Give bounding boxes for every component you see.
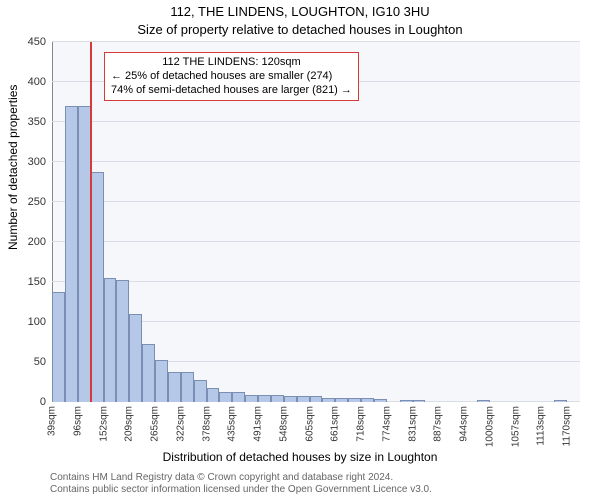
histogram-bar [219,392,232,402]
y-axis-label: Number of detached properties [6,85,20,250]
x-tick-label: 774sqm [381,406,392,442]
x-tick-label: 152sqm [98,406,109,442]
gridline [52,121,580,122]
histogram-bar [258,395,271,402]
histogram-bar [194,380,207,402]
histogram-bar [271,395,284,402]
histogram-bar [116,280,129,402]
histogram-bar [413,400,426,402]
histogram-bar [322,398,335,402]
histogram-bar [181,372,194,402]
histogram-bar [284,396,297,402]
x-tick-label: 435sqm [227,406,238,442]
x-tick-label: 96sqm [72,406,83,436]
histogram-bar [348,398,361,402]
y-tick-label: 50 [34,356,46,368]
x-tick-label: 887sqm [433,406,444,442]
histogram-bar [91,172,104,402]
footer-line-1: Contains HM Land Registry data © Crown c… [50,472,432,484]
annotation-line: ← 25% of detached houses are smaller (27… [111,70,352,84]
histogram-bar [245,395,258,402]
x-tick-label: 1000sqm [484,406,495,447]
histogram-bar [142,344,155,402]
histogram-bar [232,392,245,402]
x-tick-label: 265sqm [150,406,161,442]
x-tick-label: 39sqm [47,406,58,436]
x-tick-label: 1113sqm [536,406,547,446]
histogram-bar [155,360,168,402]
histogram-bar [554,400,567,402]
chart-title: 112, THE LINDENS, LOUGHTON, IG10 3HU [0,4,600,19]
y-tick-label: 200 [28,236,46,248]
histogram-bar [310,396,323,402]
annotation-box: 112 THE LINDENS: 120sqm← 25% of detached… [104,52,359,101]
histogram-bar [129,314,142,402]
x-tick-label: 322sqm [175,406,186,442]
x-tick-label: 378sqm [201,406,212,442]
x-tick-label: 548sqm [278,406,289,442]
histogram-bar [374,399,387,402]
histogram-bar [477,400,490,402]
x-tick-label: 1170sqm [562,406,573,446]
y-tick-label: 450 [28,36,46,48]
gridline [52,161,580,162]
x-tick-label: 718sqm [356,406,367,442]
plot-area: 05010015020025030035040045039sqm96sqm152… [52,42,580,402]
y-tick-label: 300 [28,156,46,168]
histogram-bar [400,400,413,402]
y-tick-label: 400 [28,76,46,88]
histogram-bar [361,398,374,402]
x-tick-label: 491sqm [253,406,264,442]
footer-line-2: Contains public sector information licen… [50,484,432,496]
gridline [52,41,580,42]
x-tick-label: 209sqm [124,406,135,442]
gridline [52,201,580,202]
property-marker-line [90,42,92,402]
chart-container: 112, THE LINDENS, LOUGHTON, IG10 3HU Siz… [0,0,600,500]
y-tick-label: 350 [28,116,46,128]
histogram-bar [168,372,181,402]
attribution-footer: Contains HM Land Registry data © Crown c… [50,472,432,496]
histogram-bar [297,396,310,402]
annotation-line: 74% of semi-detached houses are larger (… [111,84,352,98]
x-tick-label: 831sqm [407,406,418,442]
gridline [52,281,580,282]
x-tick-label: 661sqm [330,406,341,442]
y-tick-label: 150 [28,276,46,288]
y-tick-label: 0 [40,396,46,408]
chart-subtitle: Size of property relative to detached ho… [0,22,600,37]
y-tick-label: 250 [28,196,46,208]
y-tick-label: 100 [28,316,46,328]
histogram-bar [52,292,65,402]
annotation-line: 112 THE LINDENS: 120sqm [111,56,352,70]
x-tick-label: 1057sqm [510,406,521,447]
histogram-bar [65,106,78,402]
gridline [52,241,580,242]
x-tick-label: 944sqm [459,406,470,442]
x-tick-label: 605sqm [304,406,315,442]
histogram-bar [335,398,348,402]
histogram-bar [207,388,220,402]
x-axis-label: Distribution of detached houses by size … [0,450,600,464]
histogram-bar [104,278,117,402]
